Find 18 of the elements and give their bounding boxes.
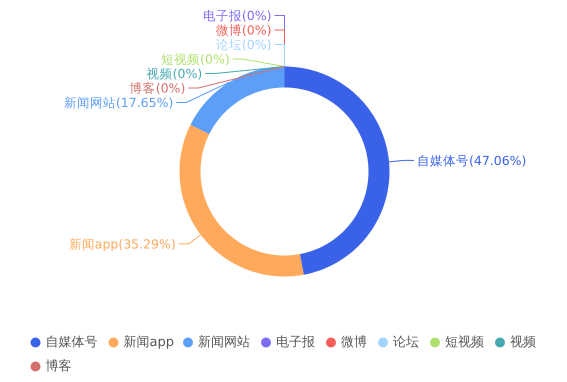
text: 微博(0%)	[216, 22, 272, 38]
text: 论坛(0%)	[216, 37, 272, 52]
text: 博客(0%)	[130, 80, 186, 96]
legend-label: 论坛	[393, 335, 419, 350]
legend-label: 微博	[341, 335, 367, 350]
text: 电子报(0%)	[202, 8, 272, 23]
legend-label: 自媒体号	[46, 335, 98, 350]
data-label: 自媒体号(47.06%)	[416, 152, 526, 168]
data-label: 新闻app(35.29%)	[68, 236, 176, 252]
legend-label: 新闻网站	[198, 335, 250, 350]
legend-label: 博客	[46, 358, 72, 374]
data-label: 新闻网站(17.65%)	[64, 95, 174, 110]
legend-label: 短视频	[445, 335, 484, 350]
legend-label: 视频	[510, 335, 536, 350]
text: 短视频(0%)	[161, 52, 230, 66]
legend-label: 新闻app	[124, 335, 174, 350]
legend-label: 电子报	[276, 335, 315, 350]
text: 视频(0%)	[146, 66, 202, 81]
